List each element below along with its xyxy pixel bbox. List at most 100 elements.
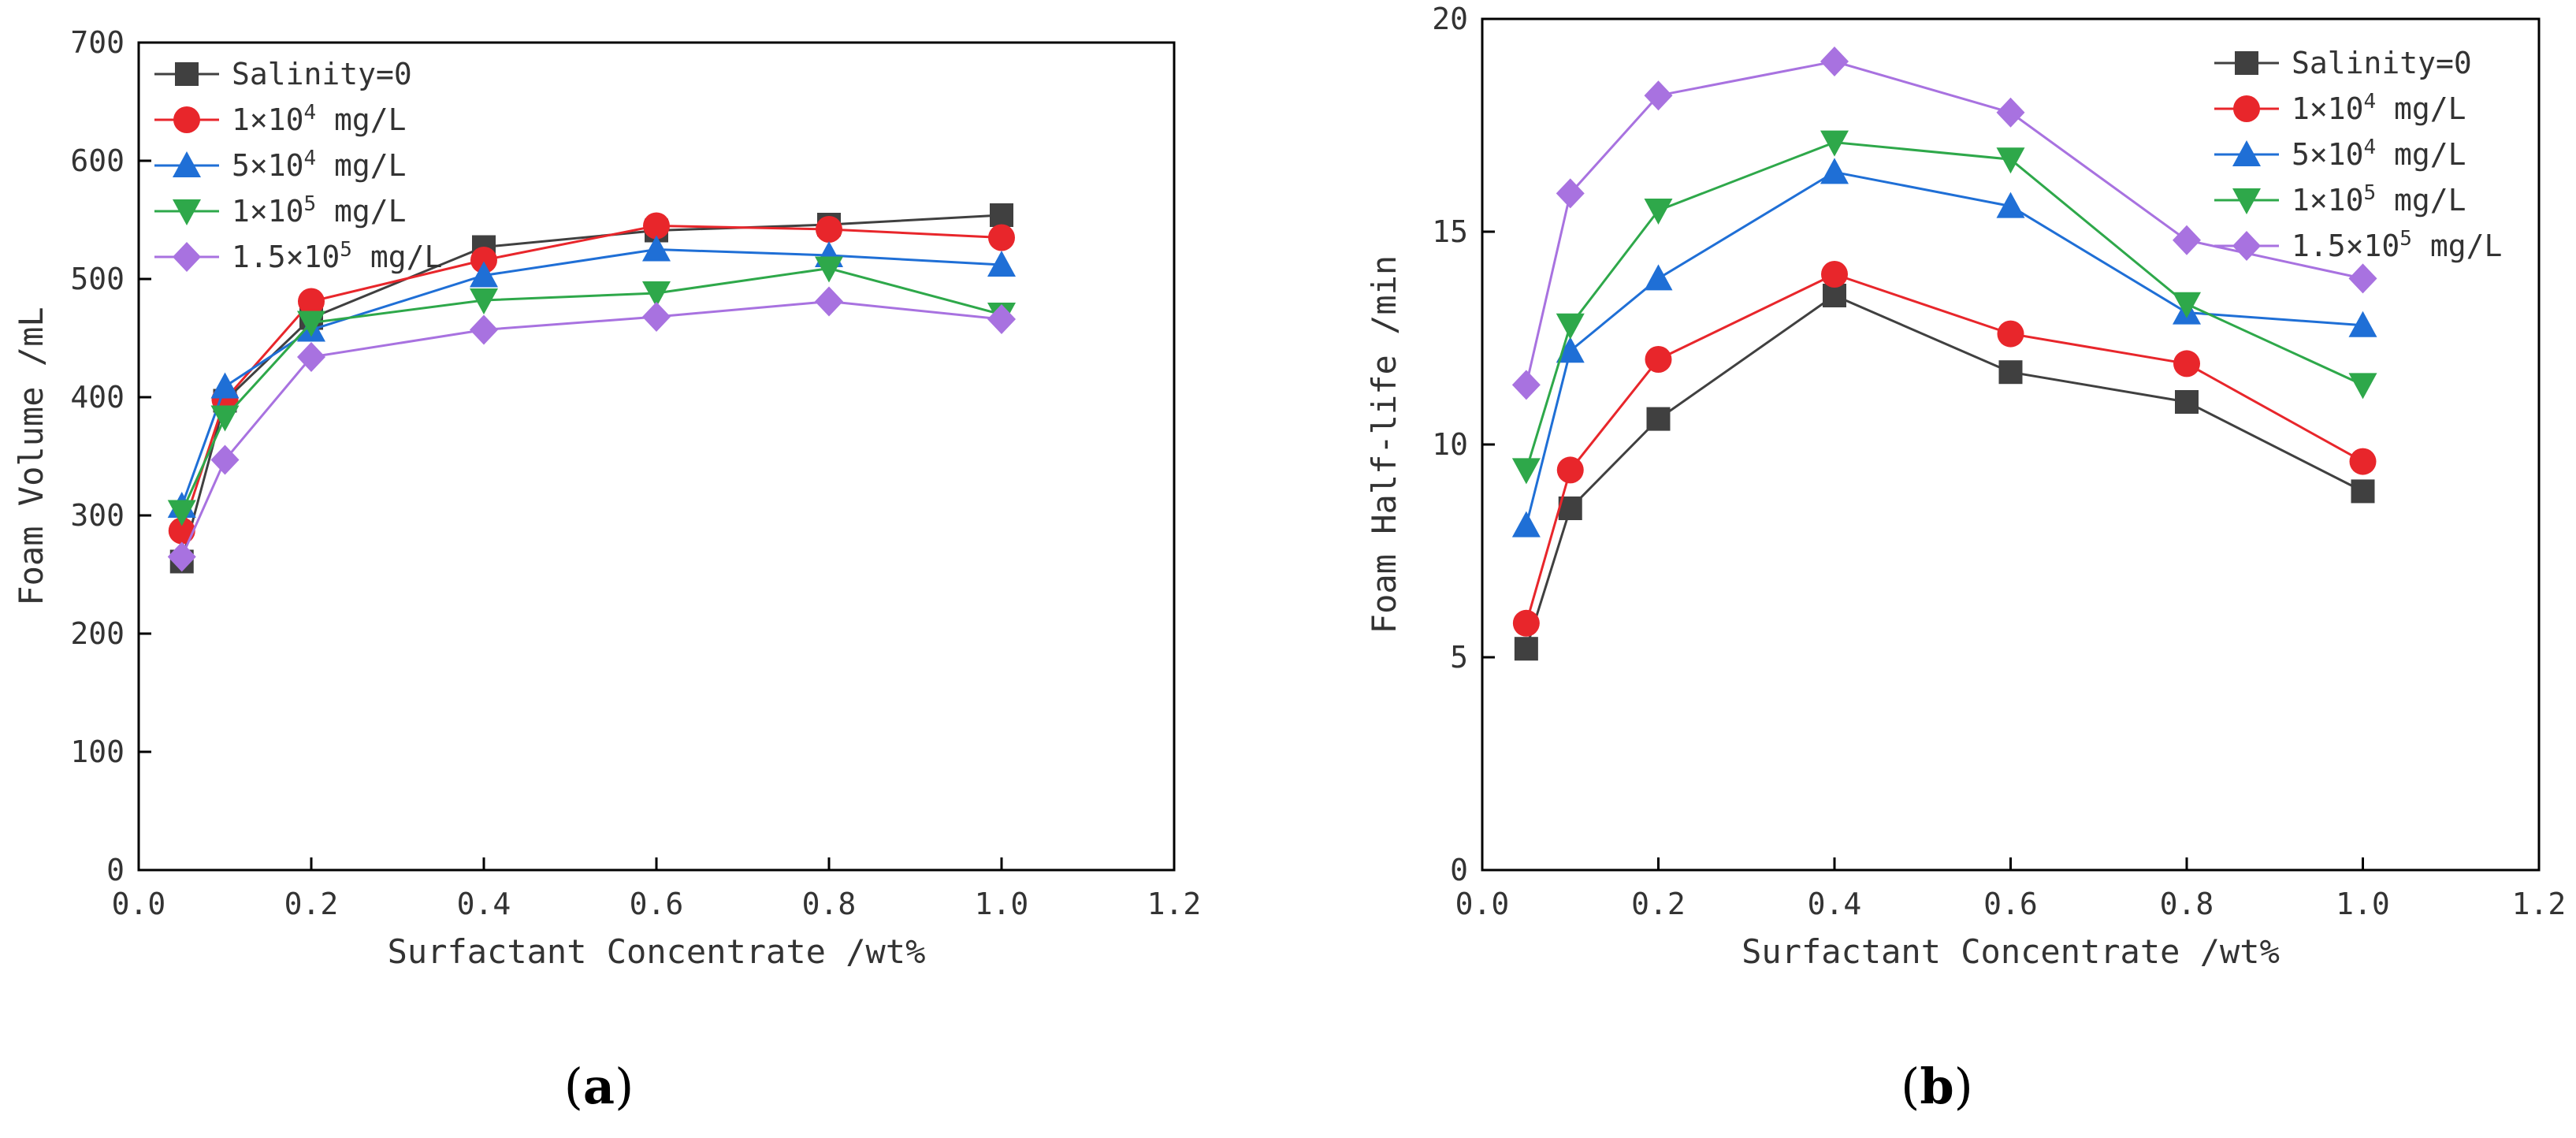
panel-label-b: (b): [1901, 1058, 1973, 1115]
legend-marker-a-4: [173, 242, 201, 272]
data-point-b-0: [1998, 360, 2023, 385]
series-line-a-2: [180, 247, 1002, 507]
legend-label-a-4: 1.5×105 mg/L: [232, 238, 442, 274]
data-point-b-1: [1997, 320, 2024, 348]
legend-label-b-1: 1×104 mg/L: [2292, 90, 2466, 126]
y-tick-label-a: 300: [70, 498, 125, 533]
x-tick-label-b: 0.6: [1983, 887, 2038, 921]
y-tick-label-a: 400: [70, 380, 125, 415]
data-point-b-0: [2351, 479, 2375, 504]
data-point-b-3: [2173, 292, 2201, 318]
x-tick-label-a: 1.2: [1147, 887, 1202, 921]
y-tick-label-a: 500: [70, 262, 125, 296]
y-tick-label-b: 15: [1432, 214, 1468, 249]
data-point-a-4: [987, 304, 1016, 334]
data-point-a-3: [297, 311, 325, 337]
x-tick-label-b: 1.2: [2512, 887, 2567, 921]
legend-marker-b-4: [2232, 231, 2261, 261]
y-tick-label-b: 20: [1432, 2, 1468, 36]
data-point-b-1: [2349, 448, 2377, 475]
legend-marker-a-2: [173, 151, 201, 177]
legend-label-a-2: 5×104 mg/L: [232, 147, 407, 183]
x-tick-label-b: 0.4: [1808, 887, 1862, 921]
legend-marker-b-2: [2232, 140, 2261, 166]
y-tick-label-a: 100: [70, 734, 125, 769]
y-tick-label-b: 10: [1432, 427, 1468, 462]
legend-marker-a-0: [175, 62, 199, 86]
data-point-a-2: [642, 235, 671, 262]
x-tick-label-b: 0.0: [1455, 887, 1510, 921]
data-point-b-0: [2175, 390, 2199, 414]
data-point-a-2: [210, 372, 240, 399]
legend-b: Salinity=0 1×104 mg/L 5×104 mg/L 1×105 mg/L…: [2214, 46, 2502, 263]
x-tick-label-b: 0.2: [1631, 887, 1686, 921]
legend-label-a-0: Salinity=0: [232, 57, 412, 91]
data-point-b-2: [1556, 337, 1585, 363]
data-point-a-4: [815, 286, 843, 317]
y-axis-title-a: Foam Volume /mL: [12, 307, 50, 605]
data-point-a-4: [297, 342, 325, 372]
data-point-a-1: [643, 212, 670, 240]
legend-label-a-1: 1×104 mg/L: [232, 101, 407, 137]
data-point-a-1: [298, 288, 325, 315]
data-point-b-1: [1821, 261, 1848, 288]
data-point-b-1: [2173, 350, 2200, 377]
data-point-a-3: [167, 500, 196, 526]
data-point-b-3: [1556, 313, 1585, 340]
data-point-a-2: [987, 251, 1016, 277]
data-point-a-4: [210, 444, 240, 475]
data-point-b-0: [1514, 637, 1538, 661]
data-point-b-3: [1644, 199, 1673, 225]
data-point-a-3: [210, 405, 240, 432]
legend-label-a-3: 1×105 mg/L: [232, 192, 407, 229]
data-point-b-4: [2348, 263, 2377, 294]
y-tick-label-a: 200: [70, 616, 125, 651]
data-point-a-3: [470, 288, 498, 314]
x-tick-label-b: 0.8: [2160, 887, 2214, 921]
panel-label-a: (a): [564, 1058, 634, 1115]
data-point-b-1: [1556, 456, 1584, 484]
legend-a: Salinity=0 1×104 mg/L 5×104 mg/L 1×105 mg/L…: [154, 57, 442, 274]
x-tick-label-a: 0.4: [457, 887, 511, 921]
data-point-a-1: [816, 216, 842, 243]
y-tick-label-b: 5: [1450, 640, 1468, 675]
data-point-b-4: [2173, 225, 2201, 255]
data-point-a-3: [642, 281, 671, 307]
data-point-a-4: [167, 541, 196, 572]
x-tick-label-a: 0.6: [630, 887, 684, 921]
legend-marker-b-0: [2235, 51, 2258, 75]
data-point-b-2: [2348, 311, 2377, 337]
data-point-a-3: [815, 256, 843, 283]
x-axis-title-a: Surfactant Concentrate /wt%: [388, 932, 926, 971]
data-point-b-3: [1511, 458, 1541, 485]
x-axis-title-b: Surfactant Concentrate /wt%: [1741, 932, 2280, 971]
x-tick-label-a: 1.0: [975, 887, 1029, 921]
x-tick-label-a: 0.2: [284, 887, 339, 921]
data-point-b-4: [1820, 46, 1849, 76]
legend-marker-a-1: [173, 106, 200, 133]
legend-label-b-0: Salinity=0: [2292, 46, 2472, 80]
data-point-a-4: [470, 314, 498, 345]
data-point-b-4: [1511, 370, 1541, 400]
data-point-b-2: [1996, 192, 2025, 218]
data-point-b-3: [1820, 130, 1849, 157]
chart-a-foam-volume: 0.0 0.2 0.4 0.6 0.8 1.0 1.2 0 100 200 300 400 500 600…: [12, 25, 1201, 1115]
data-point-a-2: [470, 261, 498, 288]
data-point-b-4: [1644, 80, 1673, 111]
data-point-b-4: [1556, 178, 1585, 209]
y-tick-label-a: 600: [70, 143, 125, 178]
data-point-b-4: [1996, 97, 2025, 128]
x-tick-label-a: 0.0: [112, 887, 166, 921]
data-point-b-2: [1820, 158, 1849, 184]
legend-label-b-2: 5×104 mg/L: [2292, 136, 2466, 172]
data-point-a-0: [990, 203, 1013, 227]
legend-marker-b-1: [2233, 95, 2260, 122]
y-axis-title-b: Foam Half-life /min: [1365, 255, 1403, 634]
data-point-a-1: [988, 224, 1015, 251]
legend-label-b-4: 1.5×105 mg/L: [2292, 227, 2502, 263]
data-point-a-1: [168, 517, 195, 545]
data-point-b-1: [1512, 609, 1540, 637]
legend-label-b-3: 1×105 mg/L: [2292, 181, 2466, 218]
data-point-a-4: [642, 302, 671, 332]
